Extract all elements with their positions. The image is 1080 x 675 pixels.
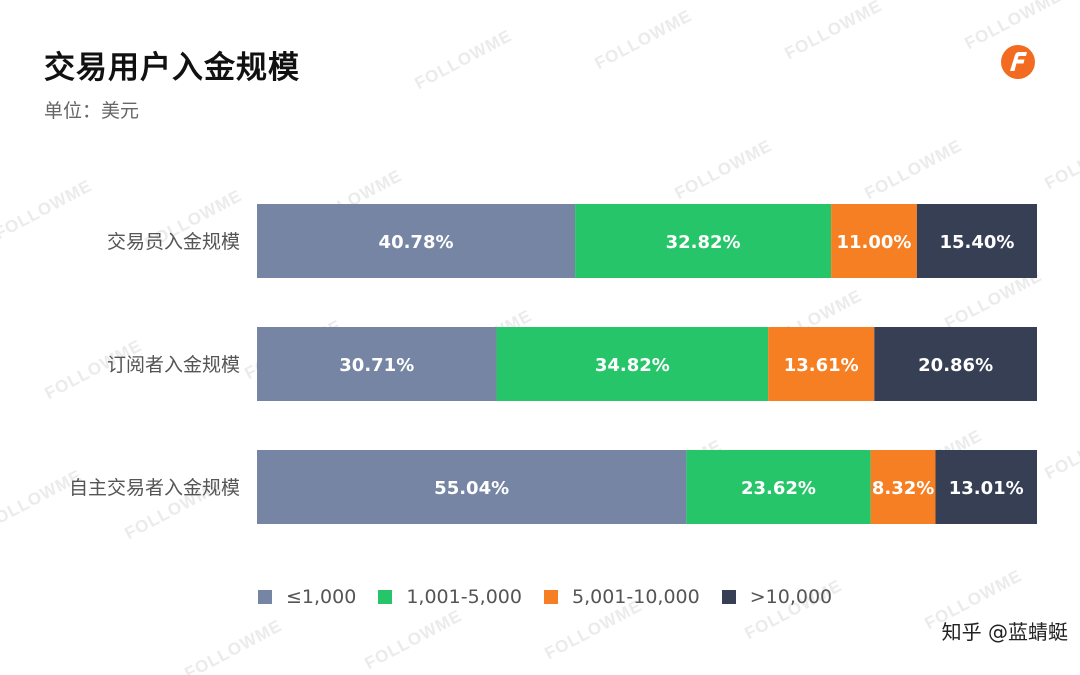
data-label: 23.62% bbox=[741, 478, 816, 499]
watermark-text: FOLLOWME bbox=[361, 606, 466, 674]
chart-unit: 单位：美元 bbox=[44, 100, 140, 122]
category-label: 订阅者入金规模 bbox=[107, 354, 240, 376]
data-label: 13.01% bbox=[949, 478, 1024, 499]
legend-item: 5,001-10,000 bbox=[543, 586, 700, 608]
data-label: 55.04% bbox=[434, 478, 509, 499]
bar-segment bbox=[831, 204, 917, 278]
legend-label: ≤1,000 bbox=[286, 586, 357, 608]
legend-item: 1,001-5,000 bbox=[378, 586, 522, 608]
data-label: 8.32% bbox=[872, 478, 934, 499]
data-label: 13.61% bbox=[784, 355, 859, 376]
legend-label: 5,001-10,000 bbox=[571, 586, 700, 608]
legend-label: 1,001-5,000 bbox=[406, 586, 522, 608]
bar-segment bbox=[768, 327, 875, 401]
data-label: 20.86% bbox=[918, 355, 993, 376]
bar-segment bbox=[257, 450, 687, 524]
category-label: 自主交易者入金规模 bbox=[69, 477, 240, 499]
watermark-text: FOLLOWME bbox=[181, 616, 286, 675]
data-label: 15.40% bbox=[939, 232, 1014, 253]
legend-item: >10,000 bbox=[721, 586, 833, 608]
data-label: 34.82% bbox=[595, 355, 670, 376]
bar-segment bbox=[257, 327, 497, 401]
legend-swatch bbox=[543, 590, 558, 604]
bar-segment bbox=[874, 327, 1037, 401]
bar-segment bbox=[496, 327, 769, 401]
chart-title: 交易用户入金规模 bbox=[44, 50, 300, 86]
data-label: 30.71% bbox=[339, 355, 414, 376]
bar-segment bbox=[257, 204, 576, 278]
bar-segment bbox=[575, 204, 832, 278]
followme-logo-icon bbox=[1001, 45, 1035, 79]
data-label: 32.82% bbox=[666, 232, 741, 253]
author-credit: 知乎 @蓝蜻蜓 bbox=[941, 620, 1068, 644]
data-label: 11.00% bbox=[836, 232, 911, 253]
bar-segment bbox=[935, 450, 1037, 524]
legend-swatch bbox=[378, 590, 393, 604]
bar-segment bbox=[916, 204, 1037, 278]
bar-segment bbox=[686, 450, 871, 524]
bar-segment bbox=[870, 450, 936, 524]
category-label: 交易员入金规模 bbox=[107, 231, 240, 253]
chart-legend: ≤1,000 1,001-5,000 5,001-10,000 >10,000 bbox=[258, 586, 854, 608]
legend-swatch bbox=[258, 590, 272, 604]
legend-item: ≤1,000 bbox=[258, 586, 356, 608]
legend-label: >10,000 bbox=[749, 586, 833, 608]
legend-swatch bbox=[721, 590, 736, 604]
data-label: 40.78% bbox=[379, 232, 454, 253]
stacked-bar-chart: 交易员入金规模 40.78% 32.82% 11.00% 15.40% 订阅者入金规模 30… bbox=[69, 204, 1037, 524]
